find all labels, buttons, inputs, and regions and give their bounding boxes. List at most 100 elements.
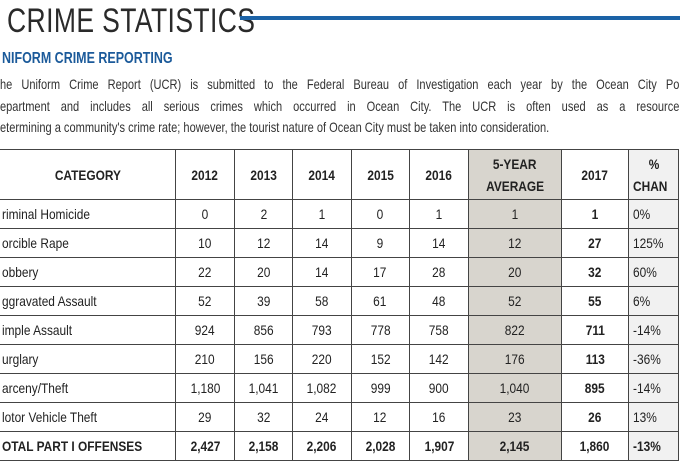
category-cell: urglary [0, 344, 177, 374]
paragraph-line: etermining a community's crime rate; how… [0, 119, 550, 135]
header-5-year-average: 5-YEAR AVERAGE [468, 149, 562, 200]
percent-change-cell: 125% [628, 228, 679, 258]
title-rule [240, 16, 680, 20]
value-2017-cell: 113 [560, 344, 630, 374]
average-cell: 822 [468, 315, 562, 345]
year-value-cell: 1,041 [233, 373, 294, 403]
year-value-cell: 1,082 [292, 373, 352, 403]
year-value-cell: 156 [233, 344, 294, 374]
table-row: riminal Homicide 0 2 1 0 1 1 1 0% [0, 199, 679, 229]
percent-change-cell: 13% [628, 402, 679, 432]
category-cell: arceny/Theft [0, 373, 177, 403]
year-value-cell: 999 [350, 373, 410, 403]
year-value-cell: 14 [292, 257, 352, 287]
average-cell: 52 [468, 286, 562, 316]
year-value-cell: 900 [408, 373, 470, 403]
year-value-cell: 58 [292, 286, 352, 316]
year-value-cell: 2,158 [233, 431, 294, 461]
year-value-cell: 1,907 [408, 431, 470, 461]
table-row: orcible Rape 10 12 14 9 14 12 27 125% [0, 228, 679, 258]
value-2017-cell: 55 [560, 286, 630, 316]
year-value-cell: 24 [292, 402, 352, 432]
average-cell: 1,040 [468, 373, 562, 403]
average-cell: 176 [468, 344, 562, 374]
year-value-cell: 48 [408, 286, 470, 316]
year-value-cell: 0 [350, 199, 410, 229]
year-value-cell: 1 [408, 199, 470, 229]
year-value-cell: 20 [233, 257, 294, 287]
year-value-cell: 61 [350, 286, 410, 316]
year-value-cell: 793 [292, 315, 352, 345]
year-value-cell: 17 [350, 257, 410, 287]
table-row: obbery 22 20 14 17 28 20 32 60% [0, 257, 679, 287]
average-cell: 12 [468, 228, 562, 258]
year-value-cell: 14 [408, 228, 470, 258]
header-2014: 2014 [292, 149, 352, 200]
percent-change-cell: 60% [628, 257, 679, 287]
crime-statistics-table: CATEGORY 2012 2013 2014 2015 2016 5-YEAR… [0, 149, 679, 461]
table-row: arceny/Theft 1,180 1,041 1,082 999 900 1,040 89… [0, 373, 679, 403]
year-value-cell: 12 [350, 402, 410, 432]
year-value-cell: 778 [350, 315, 410, 345]
table-row: ggravated Assault 52 39 58 61 48 52 55 6% [0, 286, 679, 316]
percent-change-cell: -36% [628, 344, 679, 374]
category-cell: orcible Rape [0, 228, 177, 258]
header-2017: 2017 [560, 149, 630, 200]
year-value-cell: 28 [408, 257, 470, 287]
header-2016: 2016 [408, 149, 470, 200]
year-value-cell: 142 [408, 344, 470, 374]
intro-paragraph: he Uniform Crime Report (UCR) is submitt… [0, 74, 679, 139]
year-value-cell: 2,206 [292, 431, 352, 461]
year-value-cell: 0 [175, 199, 235, 229]
year-value-cell: 52 [175, 286, 235, 316]
year-value-cell: 1,180 [175, 373, 235, 403]
year-value-cell: 210 [175, 344, 235, 374]
header-2012: 2012 [175, 149, 235, 200]
average-cell: 2,145 [468, 431, 562, 461]
average-cell: 23 [468, 402, 562, 432]
year-value-cell: 2,427 [175, 431, 235, 461]
header-percent-change: % CHAN [628, 149, 679, 200]
year-value-cell: 924 [175, 315, 235, 345]
category-cell: imple Assault [0, 315, 177, 345]
year-value-cell: 758 [408, 315, 470, 345]
average-cell: 1 [468, 199, 562, 229]
table-row: imple Assault 924 856 793 778 758 822 711 -14% [0, 315, 679, 345]
header-2015: 2015 [350, 149, 410, 200]
year-value-cell: 16 [408, 402, 470, 432]
percent-change-cell: -14% [628, 373, 679, 403]
category-cell: riminal Homicide [0, 199, 177, 229]
value-2017-cell: 32 [560, 257, 630, 287]
percent-change-cell: -13% [628, 431, 679, 461]
header-row: CATEGORY 2012 2013 2014 2015 2016 5-YEAR… [0, 149, 679, 200]
year-value-cell: 32 [233, 402, 294, 432]
year-value-cell: 1 [292, 199, 352, 229]
year-value-cell: 856 [233, 315, 294, 345]
page-title: CRIME STATISTICS [7, 2, 256, 40]
year-value-cell: 220 [292, 344, 352, 374]
value-2017-cell: 26 [560, 402, 630, 432]
year-value-cell: 29 [175, 402, 235, 432]
paragraph-line: epartment and includes all serious crime… [0, 97, 680, 114]
percent-change-cell: 0% [628, 199, 679, 229]
percent-change-cell: -14% [628, 315, 679, 345]
percent-change-cell: 6% [628, 286, 679, 316]
value-2017-cell: 1,860 [560, 431, 630, 461]
table-row: urglary 210 156 220 152 142 176 113 -36% [0, 344, 679, 374]
category-cell: ggravated Assault [0, 286, 177, 316]
year-value-cell: 39 [233, 286, 294, 316]
value-2017-cell: 1 [560, 199, 630, 229]
average-cell: 20 [468, 257, 562, 287]
year-value-cell: 14 [292, 228, 352, 258]
value-2017-cell: 895 [560, 373, 630, 403]
header-category: CATEGORY [0, 149, 177, 200]
value-2017-cell: 27 [560, 228, 630, 258]
category-cell: lotor Vehicle Theft [0, 402, 177, 432]
header-2013: 2013 [233, 149, 294, 200]
section-heading: NIFORM CRIME REPORTING [2, 50, 173, 67]
paragraph-line: he Uniform Crime Report (UCR) is submitt… [0, 76, 680, 92]
category-cell: OTAL PART I OFFENSES [0, 431, 177, 461]
year-value-cell: 2 [233, 199, 294, 229]
category-cell: obbery [0, 257, 177, 287]
year-value-cell: 2,028 [350, 431, 410, 461]
